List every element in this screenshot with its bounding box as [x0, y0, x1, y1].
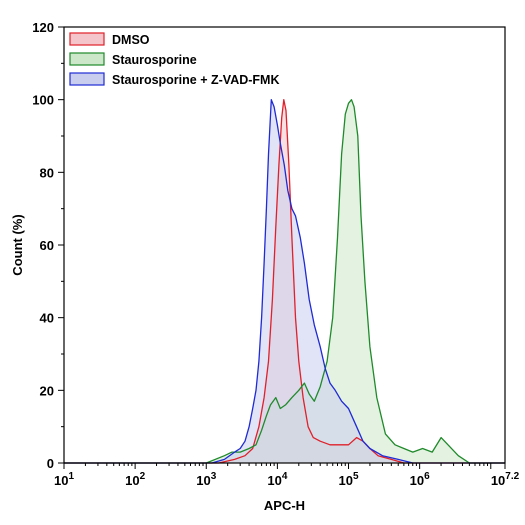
y-tick-label: 20	[40, 383, 54, 398]
legend-label-dmso: DMSO	[112, 33, 150, 47]
y-axis-title: Count (%)	[10, 214, 25, 275]
y-tick-label: 80	[40, 165, 54, 180]
y-tick-label: 40	[40, 311, 54, 326]
x-axis: 101 102 103 104 105 106 107.2	[54, 463, 520, 488]
series-lines	[64, 99, 505, 464]
x-axis-title: APC-H	[264, 498, 305, 513]
y-axis: 0 20 40 60 80 100 120	[32, 20, 64, 471]
series-line-staurosporine	[64, 99, 505, 464]
x-tick-label: 104	[267, 471, 287, 488]
y-tick-label: 60	[40, 238, 54, 253]
legend: DMSO Staurosporine Staurosporine + Z-VAD-F…	[69, 32, 279, 87]
legend-label-staurosporine: Staurosporine	[112, 53, 197, 67]
y-tick-label: 100	[32, 93, 54, 108]
x-tick-label: 107.2	[491, 471, 520, 488]
legend-swatch-staurosporine	[69, 52, 105, 66]
legend-swatch-staurosporine-z-vad-fmk	[69, 72, 105, 86]
y-tick-label: 120	[32, 20, 54, 35]
x-tick-label: 102	[125, 471, 145, 488]
y-tick-label: 0	[47, 456, 54, 471]
x-tick-label: 105	[339, 471, 359, 488]
x-tick-label: 101	[54, 471, 74, 488]
x-tick-label: 103	[196, 471, 216, 488]
series-areas	[64, 99, 505, 463]
series-line-staurosporine-z-vad-fmk	[64, 99, 505, 464]
legend-swatch-dmso	[69, 32, 105, 46]
series-area-staurosporine-z-vad-fmk	[64, 99, 505, 463]
x-tick-label: 106	[410, 471, 430, 488]
legend-label-staurosporine-z-vad-fmk: Staurosporine + Z-VAD-FMK	[112, 73, 279, 87]
